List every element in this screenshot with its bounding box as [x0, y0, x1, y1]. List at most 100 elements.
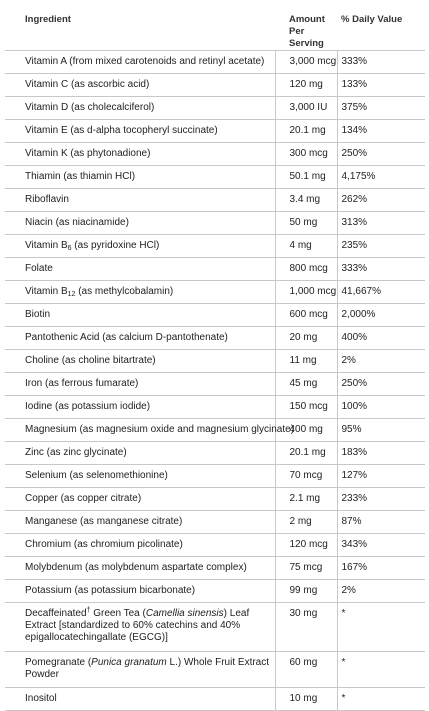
daily-value-percent: 250%: [337, 142, 425, 166]
table-row: Selenium (as selenomethionine) 70 mcg 12…: [5, 464, 425, 488]
table-header-row: Ingredient Amount Per Serving % Daily Val…: [5, 0, 425, 51]
amount-per-serving: 120 mg: [274, 73, 338, 97]
daily-value-percent: 400%: [337, 326, 425, 350]
ingredient-name: Vitamin B12 (as methylcobalamin): [5, 280, 275, 304]
ingredient-name: Manganese (as manganese citrate): [5, 510, 275, 534]
amount-per-serving: 50 mg: [274, 211, 338, 235]
daily-value-percent: *: [337, 651, 425, 688]
table-row: Folate 800 mcg 333%: [5, 257, 425, 281]
daily-value-percent: 235%: [337, 234, 425, 258]
table-row: Vitamin B12 (as methylcobalamin) 1,000 m…: [5, 280, 425, 304]
table-row: Vitamin E (as d-alpha tocopheryl succina…: [5, 119, 425, 143]
ingredient-column-header: Ingredient: [25, 14, 71, 25]
daily-value-percent: 2,000%: [337, 303, 425, 327]
ingredient-name: Folate: [5, 257, 275, 281]
ingredient-name-part: Vitamin B: [25, 286, 68, 297]
amount-per-serving: 2 mg: [274, 510, 338, 534]
amount-per-serving: 20 mg: [274, 326, 338, 350]
amount-per-serving: 30 mg: [274, 602, 338, 652]
daily-value-percent: 100%: [337, 395, 425, 419]
daily-value-percent: *: [337, 602, 425, 652]
ingredient-name-part: ) Leaf Extract [standardized to 60% cate…: [25, 608, 250, 643]
amount-per-serving: 800 mcg: [274, 257, 338, 281]
amount-per-serving: 1,000 mcg: [274, 280, 338, 304]
table-row: Iron (as ferrous fumarate) 45 mg 250%: [5, 372, 425, 396]
daily-value-percent: 233%: [337, 487, 425, 511]
ingredient-name-part: (as pyridoxine HCl): [71, 240, 160, 251]
table-row: Iodine (as potassium iodide) 150 mcg 100…: [5, 395, 425, 419]
ingredient-name: Vitamin C (as ascorbic acid): [5, 73, 275, 97]
daily-value-percent: 262%: [337, 188, 425, 212]
ingredient-name: Zinc (as zinc glycinate): [5, 441, 275, 465]
amount-per-serving: 60 mg: [274, 651, 338, 688]
ingredient-name-part: Pomegranate (: [25, 657, 92, 668]
ingredient-name: Pomegranate (Punica granatum L.) Whole F…: [5, 651, 275, 688]
amount-per-serving: 600 mcg: [274, 303, 338, 327]
daily-value-percent: 313%: [337, 211, 425, 235]
table-row: Decaffeinated† Green Tea (Camellia sinen…: [5, 602, 425, 652]
supplement-facts-panel: Ingredient Amount Per Serving % Daily Val…: [5, 0, 425, 711]
ingredient-name: Decaffeinated† Green Tea (Camellia sinen…: [5, 602, 275, 652]
ingredient-name-part: (as methylcobalamin): [75, 286, 174, 297]
dagger-footnote-mark: †: [86, 607, 91, 614]
daily-value-percent: 133%: [337, 73, 425, 97]
daily-value-percent: 41,667%: [337, 280, 425, 304]
ingredient-name: Chromium (as chromium picolinate): [5, 533, 275, 557]
table-row: Zinc (as zinc glycinate) 20.1 mg 183%: [5, 441, 425, 465]
daily-value-percent: 343%: [337, 533, 425, 557]
amount-per-serving: 400 mg: [274, 418, 338, 442]
daily-value-percent: 4,175%: [337, 165, 425, 189]
ingredient-name: Vitamin B6 (as pyridoxine HCl): [5, 234, 275, 258]
amount-per-serving: 11 mg: [274, 349, 338, 373]
ingredient-name: Niacin (as niacinamide): [5, 211, 275, 235]
daily-value-percent: 2%: [337, 349, 425, 373]
ingredient-name: Biotin: [5, 303, 275, 327]
amount-header-line2: Serving: [289, 38, 324, 49]
table-row: Chromium (as chromium picolinate) 120 mc…: [5, 533, 425, 557]
daily-value-column-header: % Daily Value: [341, 14, 403, 25]
table-row: Pomegranate (Punica granatum L.) Whole F…: [5, 651, 425, 688]
daily-value-percent: 250%: [337, 372, 425, 396]
amount-per-serving: 50.1 mg: [274, 165, 338, 189]
ingredient-name: Molybdenum (as molybdenum aspartate comp…: [5, 556, 275, 580]
table-row: Vitamin C (as ascorbic acid) 120 mg 133%: [5, 73, 425, 97]
ingredient-name: Thiamin (as thiamin HCl): [5, 165, 275, 189]
amount-per-serving: 120 mcg: [274, 533, 338, 557]
ingredient-subscript: 12: [67, 291, 76, 298]
amount-per-serving: 300 mcg: [274, 142, 338, 166]
amount-per-serving: 150 mcg: [274, 395, 338, 419]
table-row: Choline (as choline bitartrate) 11 mg 2%: [5, 349, 425, 373]
daily-value-percent: 375%: [337, 96, 425, 120]
daily-value-percent: 183%: [337, 441, 425, 465]
amount-per-serving: 4 mg: [274, 234, 338, 258]
daily-value-percent: 2%: [337, 579, 425, 603]
amount-header-line1: Amount Per: [289, 14, 325, 37]
table-row: Inositol 10 mg *: [5, 687, 425, 711]
amount-per-serving: 20.1 mg: [274, 119, 338, 143]
ingredient-name: Copper (as copper citrate): [5, 487, 275, 511]
table-row: Biotin 600 mcg 2,000%: [5, 303, 425, 327]
daily-value-percent: 95%: [337, 418, 425, 442]
daily-value-percent: *: [337, 687, 425, 711]
daily-value-percent: 87%: [337, 510, 425, 534]
ingredient-name: Iodine (as potassium iodide): [5, 395, 275, 419]
amount-per-serving: 99 mg: [274, 579, 338, 603]
ingredient-name: Vitamin A (from mixed carotenoids and re…: [5, 50, 275, 74]
ingredient-name: Pantothenic Acid (as calcium D-pantothen…: [5, 326, 275, 350]
ingredient-name: Iron (as ferrous fumarate): [5, 372, 275, 396]
ingredient-name-part: L.) Whole Fruit Extract Powder: [25, 657, 270, 680]
amount-per-serving: 2.1 mg: [274, 487, 338, 511]
ingredient-name: Magnesium (as magnesium oxide and magnes…: [5, 418, 294, 442]
ingredient-name-part: Green Tea (: [90, 608, 146, 619]
daily-value-percent: 127%: [337, 464, 425, 488]
table-row: Niacin (as niacinamide) 50 mg 313%: [5, 211, 425, 235]
table-row: Copper (as copper citrate) 2.1 mg 233%: [5, 487, 425, 511]
botanical-name: Punica granatum: [91, 657, 167, 668]
ingredient-name: Selenium (as selenomethionine): [5, 464, 275, 488]
table-row: Vitamin A (from mixed carotenoids and re…: [5, 50, 425, 74]
ingredient-name: Potassium (as potassium bicarbonate): [5, 579, 275, 603]
table-row: Vitamin D (as cholecalciferol) 3,000 IU …: [5, 96, 425, 120]
daily-value-percent: 333%: [337, 50, 425, 74]
table-row: Magnesium (as magnesium oxide and magnes…: [5, 418, 425, 442]
amount-per-serving: 75 mcg: [274, 556, 338, 580]
